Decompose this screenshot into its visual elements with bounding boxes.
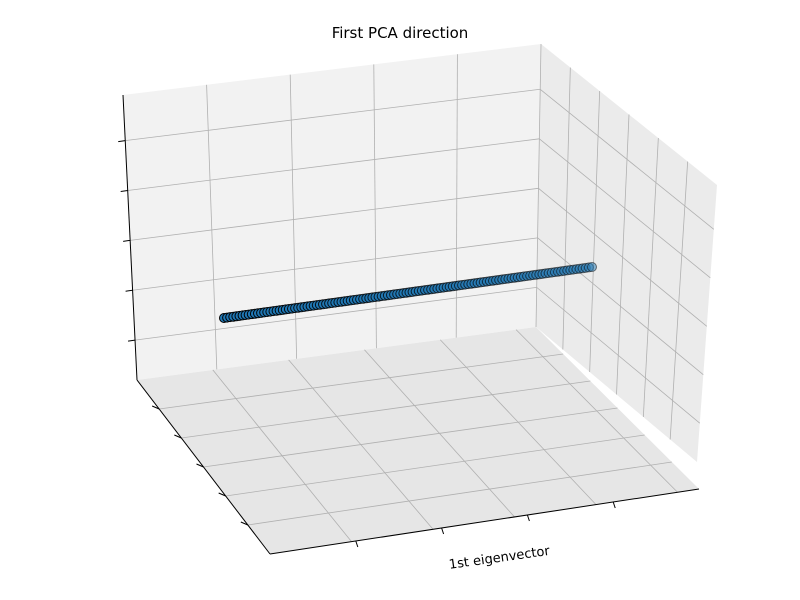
back-pane-vgrid	[535, 43, 542, 328]
side-pane-vgrid	[669, 161, 689, 440]
side-pane-vgrid	[616, 114, 630, 395]
floor-grid	[159, 353, 564, 410]
z-axis-tick	[123, 239, 131, 242]
back-pane	[123, 44, 541, 380]
floor-pane	[137, 327, 699, 554]
y-axis-tick	[151, 405, 160, 410]
back-pane-hgrid	[125, 88, 541, 141]
back-pane-vgrid	[206, 84, 218, 370]
z-axis-tick	[118, 140, 126, 143]
z-axis-tick	[125, 289, 133, 292]
side-pane-vgrid	[562, 67, 571, 350]
y-axis-tick	[218, 492, 226, 497]
floor-grid	[225, 434, 645, 497]
back-pane-hgrid	[132, 237, 538, 291]
x-axis-tick	[441, 527, 445, 535]
y-axis-tick	[240, 521, 249, 526]
x-axis-tick	[526, 514, 530, 522]
side-pane-vgrid	[642, 137, 659, 418]
scatter-point	[587, 262, 597, 272]
back-pane-hgrid	[130, 187, 539, 241]
z-axis-tick	[127, 339, 136, 342]
floor-grid	[203, 407, 618, 468]
x-axis-line	[269, 488, 700, 555]
side-pane	[536, 44, 717, 462]
back-pane-hgrid	[134, 286, 537, 341]
x-axis-tick	[612, 501, 616, 509]
back-pane-hgrid	[127, 138, 540, 191]
y-axis-tick	[196, 463, 204, 468]
side-pane-vgrid	[589, 90, 601, 373]
y-axis-tick	[174, 434, 182, 439]
x-axis-tick	[355, 540, 359, 548]
floor-grid	[247, 461, 672, 526]
z-axis-tick	[120, 189, 128, 192]
chart-title: First PCA direction	[331, 24, 469, 42]
floor-grid	[181, 380, 591, 439]
z-axis-line	[122, 94, 138, 381]
